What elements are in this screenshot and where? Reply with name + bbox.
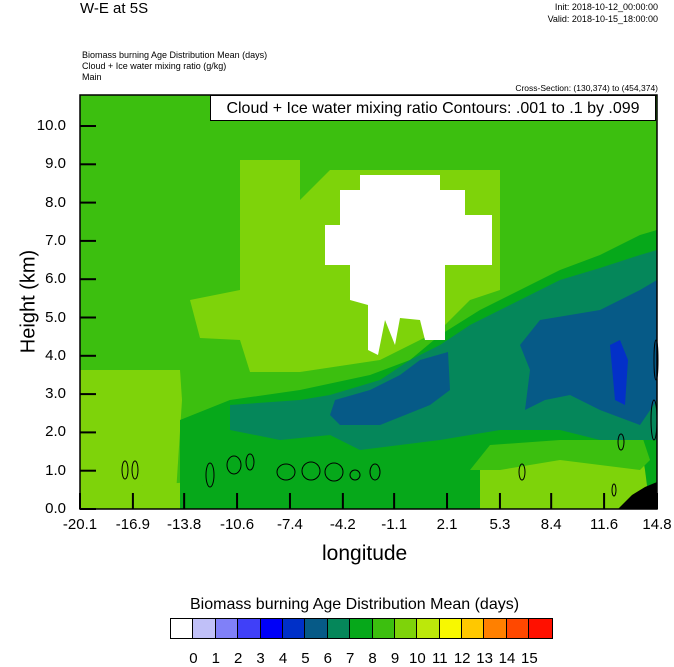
colorbar-label: 7 <box>346 650 355 667</box>
y-tick-label: 7.0 <box>45 231 66 249</box>
main-title: W-E at 5S <box>80 0 149 17</box>
field-deep-blue <box>610 340 628 405</box>
x-tick-label: -7.4 <box>277 516 303 533</box>
cloud-contours <box>121 339 659 497</box>
y-tick-label: 4.0 <box>45 346 66 364</box>
x-tick-label: -10.6 <box>219 516 255 533</box>
init-time: Init: 2018-10-12_00:00:00 <box>554 2 658 12</box>
colorbar-swatch <box>506 619 530 638</box>
x-tick-label: 8.4 <box>540 516 562 533</box>
x-tick-label: 2.1 <box>436 516 458 533</box>
colorbar-label: 9 <box>390 650 400 667</box>
contour <box>349 469 361 481</box>
colorbar-swatch <box>350 619 373 638</box>
contour <box>205 462 215 488</box>
y-axis-label: Height (km) <box>17 249 40 354</box>
subtitle-1: Biomass burning Age Distribution Mean (d… <box>82 50 268 60</box>
colorbar-label: 12 <box>453 650 471 667</box>
y-tick-label: 8.0 <box>45 193 66 211</box>
x-tick-label: 14.8 <box>642 516 672 533</box>
y-tick-label: 1.0 <box>45 461 66 479</box>
colorbar-swatch <box>417 619 440 638</box>
colorbar-swatch <box>282 619 306 638</box>
x-tick-label: 11.6 <box>590 516 619 533</box>
x-axis-label: longitude <box>322 542 408 565</box>
contour <box>301 461 321 481</box>
x-tick-label: -1.1 <box>381 516 408 533</box>
colorbar-swatch <box>394 619 418 638</box>
colorbar-label: 4 <box>278 650 288 667</box>
contour <box>653 339 659 381</box>
colorbar-swatch <box>215 619 239 638</box>
colorbar-label: 3 <box>256 650 265 667</box>
field-light-green-left <box>80 370 182 509</box>
colorbar-label: 1 <box>211 650 220 667</box>
colorbar-swatch <box>193 619 216 638</box>
colorbar-title: Biomass burning Age Distribution Mean (d… <box>190 596 520 613</box>
contour <box>131 460 139 480</box>
x-tick-label: -4.2 <box>329 516 356 533</box>
contour <box>369 463 381 481</box>
colorbar-swatch <box>462 619 485 638</box>
y-tick-label: 2.0 <box>45 423 66 441</box>
y-tick-label: 6.0 <box>45 270 66 288</box>
colorbar-swatch <box>327 619 351 638</box>
colorbar-label: 13 <box>476 650 493 667</box>
field-blue-1 <box>330 352 450 425</box>
contour <box>121 460 129 480</box>
contour <box>276 463 296 481</box>
contour <box>518 463 526 481</box>
contour <box>226 455 242 475</box>
cloud-region <box>325 175 492 355</box>
colorbar-label: 2 <box>234 650 243 667</box>
contour <box>324 462 344 482</box>
colorbar-label: 6 <box>323 650 332 667</box>
contour <box>611 483 617 497</box>
x-tick-label: -16.9 <box>115 516 150 533</box>
y-tick-label: 10.0 <box>36 117 66 134</box>
colorbar-label: 15 <box>521 650 538 667</box>
colorbar-swatch <box>484 619 507 638</box>
colorbar <box>170 618 553 639</box>
colorbar-swatch <box>372 619 395 638</box>
colorbar-swatch <box>439 619 463 638</box>
colorbar-swatch <box>305 619 328 638</box>
colorbar-label: 14 <box>498 650 516 667</box>
colorbar-label: 10 <box>409 650 426 667</box>
y-tick-label: 3.0 <box>45 385 66 403</box>
y-tick-label: 9.0 <box>45 155 66 173</box>
contour <box>245 453 255 471</box>
x-tick-label: -20.1 <box>62 516 98 533</box>
colorbar-swatch <box>260 619 283 638</box>
colorbar-label: 11 <box>432 650 448 667</box>
y-tick-label: 0.0 <box>45 500 66 517</box>
subtitle-3: Main <box>82 72 102 82</box>
valid-time: Valid: 2018-10-15_18:00:00 <box>547 14 658 24</box>
contour <box>617 433 625 451</box>
colorbar-swatch <box>529 619 552 638</box>
colorbar-label: 0 <box>189 650 198 667</box>
colorbar-label: 5 <box>301 650 310 667</box>
colorbar-swatch <box>171 619 194 638</box>
axis-ticks <box>79 125 658 510</box>
colorbar-swatch <box>238 619 261 638</box>
subtitle-2: Cloud + Ice water mixing ratio (g/kg) <box>82 61 227 71</box>
y-tick-label: 5.0 <box>45 308 66 326</box>
contour-legend: Cloud + Ice water mixing ratio Contours:… <box>210 95 656 121</box>
x-tick-label: 5.3 <box>489 516 511 533</box>
terrain <box>618 482 657 509</box>
x-tick-label: -13.8 <box>167 516 202 533</box>
colorbar-label: 8 <box>368 650 377 667</box>
cross-section-label: Cross-Section: (130,374) to (454,374) <box>515 83 658 93</box>
